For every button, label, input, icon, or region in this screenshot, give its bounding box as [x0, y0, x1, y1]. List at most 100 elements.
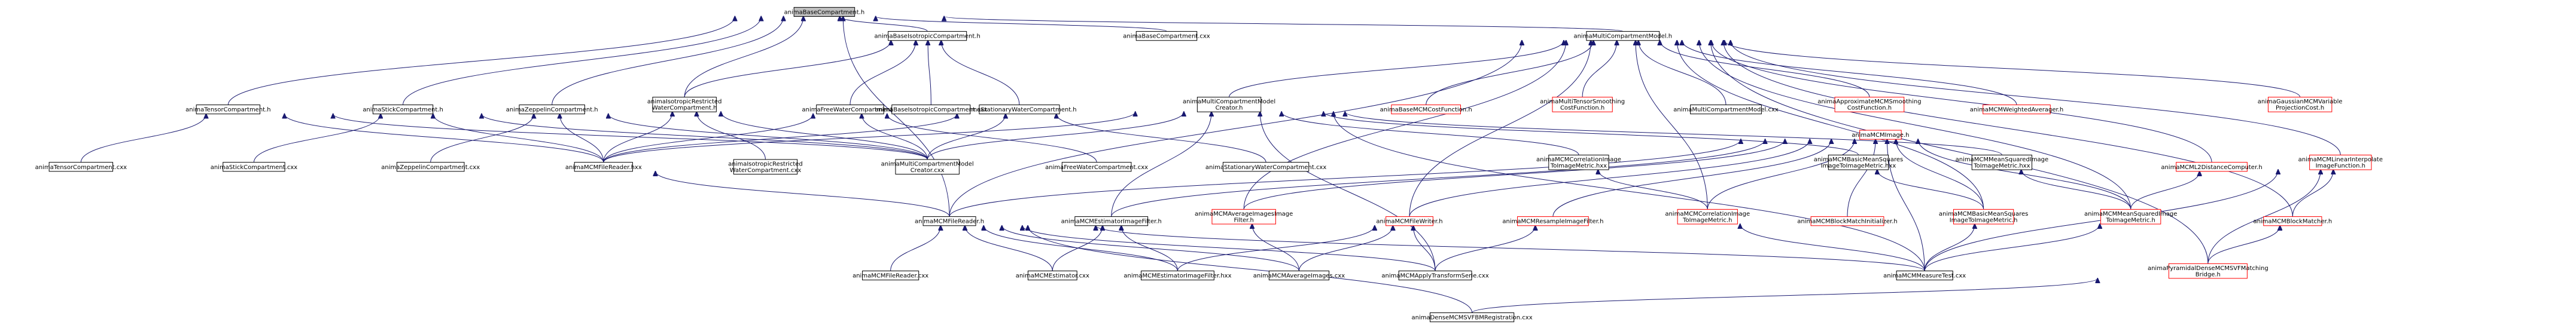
node-label: animaZeppelinCompartment.cxx — [381, 164, 480, 171]
node-label: animaBaseMCMCostFunction.h — [1380, 107, 1472, 114]
graph-node[interactable]: animaTensorCompartment.h — [185, 105, 271, 115]
node-label: ToImageMetric.h — [1682, 217, 1732, 223]
node-label: animaBaseCompartment.h — [784, 9, 864, 16]
graph-node[interactable]: animaBaseIsotropicCompartment.cxx — [875, 105, 988, 115]
node-box — [196, 105, 261, 115]
node-box — [1386, 216, 1433, 226]
graph-node[interactable]: animaMCMFileReader.cxx — [852, 270, 928, 281]
dependency-edge — [1924, 224, 2100, 271]
graph-node[interactable]: animaMCMEstimator.cxx — [1016, 270, 1089, 281]
graph-node[interactable]: animaMCMApplyTransformSerie.cxx — [1381, 270, 1489, 281]
node-layer: animaBaseCompartment.h animaBaseIsotropic… — [35, 7, 2383, 323]
graph-node[interactable]: animaBaseIsotropicCompartment.h — [874, 31, 981, 41]
graph-node[interactable]: animaMCMBasicMeanSquaresImageToImageMetr… — [1814, 154, 1904, 170]
graph-node[interactable]: animaMCMBlockMatcher.h — [2253, 216, 2332, 226]
graph-node[interactable]: animaBaseCompartment.cxx — [1123, 31, 1210, 41]
graph-node[interactable]: animaMCMCorrelationImageToImageMetric.hx… — [1536, 154, 1621, 170]
dependency-edge — [227, 17, 735, 105]
dependency-edge — [721, 112, 928, 160]
graph-node[interactable]: animaMCMBasicMeanSquaresImageToImageMetr… — [1939, 209, 2029, 225]
graph-node[interactable]: animaMCMFileReader.hxx — [565, 162, 642, 172]
node-box — [1828, 154, 1889, 170]
graph-node[interactable]: animaMCML2DistanceComputer.h — [2161, 162, 2263, 172]
graph-node[interactable]: animaPyramidalDenseMCMSVFMatchingBridge.… — [2148, 263, 2269, 279]
dependency-edge — [403, 17, 762, 105]
node-label: animaBaseCompartment.cxx — [1123, 33, 1210, 40]
node-label: animaZeppelinCompartment.h — [506, 107, 598, 114]
node-box — [1074, 216, 1149, 226]
node-label: animaMCMFileReader.cxx — [852, 273, 928, 280]
node-label: animaMCMFileReader.hxx — [565, 164, 642, 171]
dependency-edge — [1660, 41, 1870, 97]
graph-node[interactable]: animaMultiCompartmentModel.cxx — [1673, 105, 1779, 115]
node-box — [1859, 130, 1902, 140]
dependency-edge — [1435, 226, 1535, 271]
node-box — [519, 105, 585, 115]
node-box — [1834, 97, 1905, 112]
graph-node[interactable]: animaMCMFileWriter.h — [1376, 216, 1443, 226]
graph-node[interactable]: animaMCMAverageImages.cxx — [1253, 270, 1345, 281]
dependency-edge — [603, 114, 813, 162]
node-label: animaMultiCompartmentModel — [1183, 99, 1275, 105]
node-label: ImageToImageMetric.h — [1950, 217, 2018, 223]
node-label: animaMCMAverageImagesImage — [1195, 211, 1293, 217]
graph-node[interactable]: animaStationaryWaterCompartment.h — [962, 105, 1077, 115]
graph-node[interactable]: animaFreeWaterCompartment.h — [802, 105, 899, 115]
graph-node[interactable]: animaFreeWaterCompartment.cxx — [1045, 162, 1148, 172]
graph-node[interactable]: animaMCMResampleImageFilter.h — [1502, 216, 1603, 226]
graph-node[interactable]: animaMCMEstimatorImageFilter.h — [1061, 216, 1162, 226]
dependency-edge — [1111, 112, 1211, 217]
dependency-edge — [656, 171, 950, 217]
node-box — [48, 162, 114, 172]
node-box — [223, 162, 285, 172]
node-box — [1810, 216, 1884, 226]
graph-node[interactable]: animaBaseCompartment.h — [784, 7, 864, 17]
graph-node[interactable]: animaMCMFileReader.h — [915, 216, 984, 226]
graph-node[interactable]: animaZeppelinCompartment.cxx — [381, 162, 480, 172]
dependency-edge — [1333, 112, 1925, 271]
graph-node[interactable]: animaTensorCompartment.cxx — [35, 162, 127, 172]
graph-node[interactable]: animaStationaryWaterCompartment.cxx — [1205, 162, 1326, 172]
node-label: animaBaseIsotropicCompartment.h — [874, 33, 980, 40]
node-label: animaMCMWeightedAverager.h — [1970, 107, 2063, 114]
node-box — [2267, 97, 2333, 112]
node-box — [1953, 209, 2014, 225]
graph-node[interactable]: animaZeppelinCompartment.h — [506, 105, 598, 115]
dependency-edge — [1725, 41, 2301, 97]
graph-node[interactable]: animaMCMBlockMatchInitializer.h — [1797, 216, 1898, 226]
graph-node[interactable]: animaIsotropicRestrictedWaterCompartment… — [647, 97, 722, 112]
dependency-edge — [430, 114, 534, 162]
node-box — [1268, 270, 1330, 281]
graph-node[interactable]: animaBaseMCMCostFunction.h — [1380, 105, 1472, 115]
graph-node[interactable]: animaApproximateMCMSmoothingCostFunction… — [1817, 97, 1922, 112]
dependency-edge — [1639, 41, 1727, 105]
dependency-edge — [552, 17, 784, 105]
node-label: animaMCMFileWriter.h — [1376, 219, 1442, 225]
graph-node[interactable]: animaDenseMCMSVFBMRegistration.cxx — [1411, 312, 1533, 323]
node-box — [1690, 105, 1762, 115]
dependency-edge — [861, 114, 928, 160]
dependency-edge — [433, 114, 604, 162]
node-box — [1398, 270, 1472, 281]
graph-node[interactable]: animaMCMMeasureTest.cxx — [1883, 270, 1966, 281]
node-box — [1196, 97, 1262, 112]
graph-node[interactable]: animaIsotropicRestrictedWaterCompartment… — [728, 159, 803, 175]
graph-node[interactable]: animaStickCompartment.cxx — [211, 162, 298, 172]
dependency-edge — [1847, 139, 1875, 217]
graph-node[interactable]: animaMCMEstimatorImageFilter.hxx — [1123, 270, 1232, 281]
graph-node[interactable]: animaMCMWeightedAverager.h — [1970, 105, 2063, 115]
node-label: animaPyramidalDenseMCMSVFMatching — [2148, 265, 2269, 272]
graph-node[interactable]: animaMCMImage.h — [1852, 130, 1909, 140]
graph-node[interactable]: animaMultiCompartmentModel.h — [1573, 31, 1672, 41]
graph-node[interactable]: animaMCMMeanSquaredImageToImageMetric.hx… — [1956, 154, 2048, 170]
graph-node[interactable]: animaStickCompartment.h — [363, 105, 443, 115]
